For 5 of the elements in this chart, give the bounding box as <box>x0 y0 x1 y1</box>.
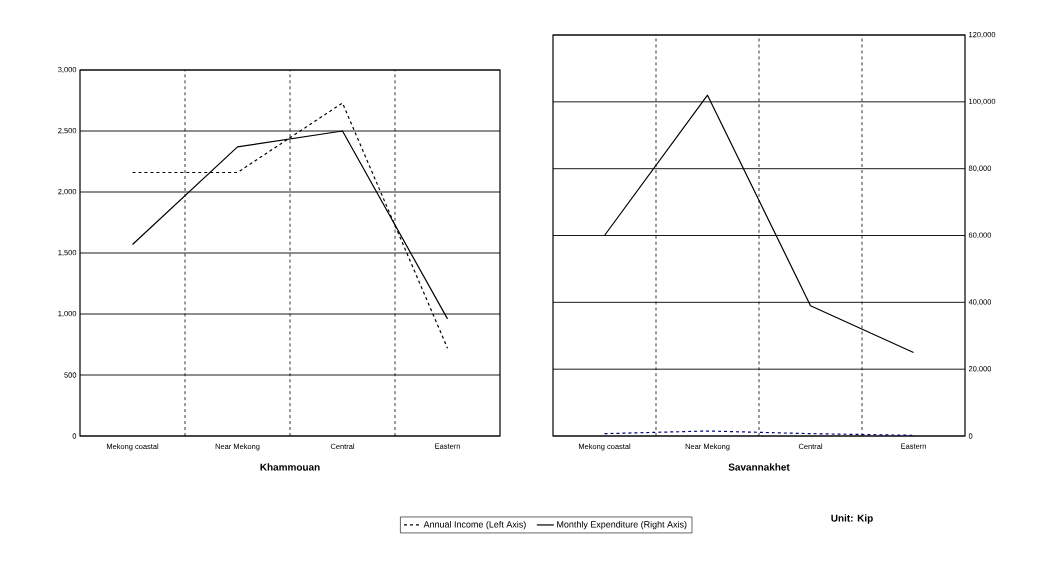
legend-label: Monthly Expenditure (Right Axis) <box>557 520 687 530</box>
x-axis-title: Savannakhet <box>728 463 790 471</box>
legend-label: Annual Income (Left Axis) <box>423 520 526 530</box>
x-axis-title: Khammouan <box>260 463 320 471</box>
text: Unit: Kip <box>831 514 873 524</box>
